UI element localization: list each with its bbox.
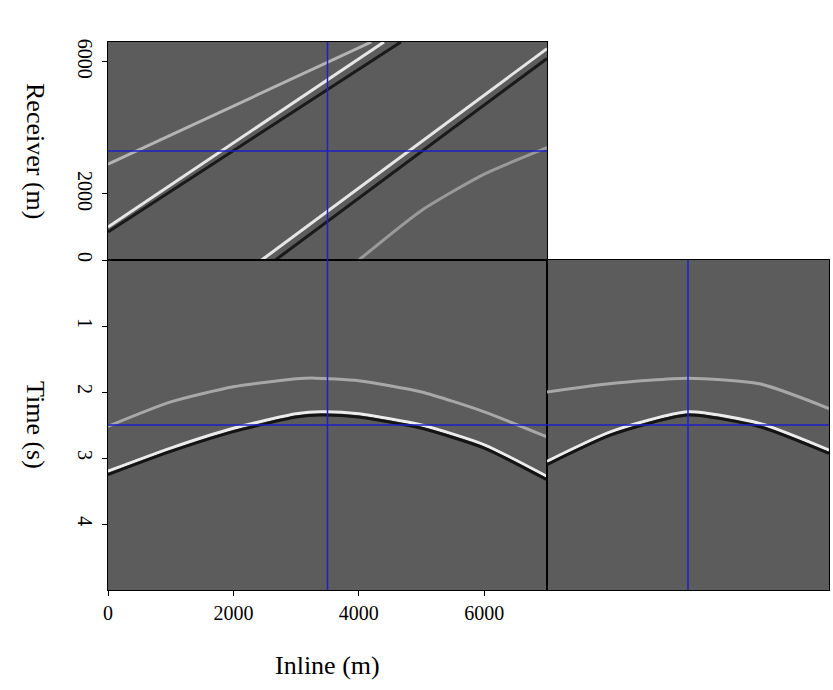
- svg-text:6000: 6000: [464, 602, 504, 624]
- svg-text:4: 4: [74, 516, 96, 526]
- svg-text:2000: 2000: [74, 171, 96, 211]
- svg-text:Receiver (m): Receiver (m): [21, 83, 50, 219]
- svg-text:2: 2: [74, 384, 96, 394]
- svg-text:Time (s): Time (s): [21, 381, 50, 469]
- svg-text:4000: 4000: [339, 602, 379, 624]
- svg-text:2000: 2000: [213, 602, 253, 624]
- svg-text:Inline (m): Inline (m): [275, 651, 380, 680]
- svg-text:3: 3: [74, 450, 96, 460]
- svg-text:0: 0: [74, 252, 96, 262]
- svg-text:0: 0: [103, 602, 113, 624]
- svg-text:6000: 6000: [74, 39, 96, 79]
- svg-text:1: 1: [74, 318, 96, 328]
